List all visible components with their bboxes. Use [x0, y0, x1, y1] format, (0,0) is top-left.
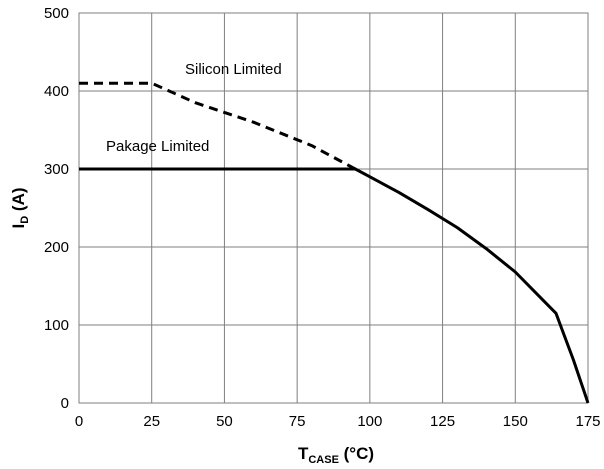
x-axis-title-main: T: [298, 444, 309, 463]
plot-border: [78, 12, 589, 404]
silicon-limit-line: [79, 81, 357, 171]
y-tick-label: 100: [44, 317, 69, 334]
x-tick-label: 175: [575, 413, 600, 430]
x-tick-label: 75: [289, 413, 306, 430]
x-tick-label: 50: [216, 413, 233, 430]
annotation-silicon-limited: Silicon Limited: [185, 61, 282, 78]
y-tick-label: 200: [44, 239, 69, 256]
x-tick-labels: 0 25 50 75 100 125 150 175: [75, 413, 601, 430]
x-tick-label: 0: [75, 413, 83, 430]
package-limit-line: [79, 167, 590, 404]
y-axis-title-unit: (A): [9, 187, 28, 215]
y-tick-label: 0: [61, 395, 69, 412]
y-axis-title-main: I: [9, 224, 28, 229]
x-tick-label: 100: [357, 413, 382, 430]
y-axis-title: ID (A): [9, 187, 31, 228]
x-axis-title-unit: (°C): [339, 444, 374, 463]
plot-area: [79, 13, 588, 403]
x-tick-label: 150: [503, 413, 528, 430]
x-tick-label: 25: [143, 413, 160, 430]
x-tick-label: 125: [430, 413, 455, 430]
x-axis-title-subscript: CASE: [308, 454, 339, 466]
y-tick-label: 300: [44, 161, 69, 178]
annotation-package-limited: Pakage Limited: [106, 138, 209, 155]
y-tick-label: 400: [44, 83, 69, 100]
y-tick-label: 500: [44, 5, 69, 22]
y-tick-labels: 0 100 200 300 400 500: [44, 5, 69, 412]
series-group: [79, 81, 590, 404]
x-axis-title: TCASE (°C): [298, 444, 374, 466]
y-axis-title-subscript: D: [19, 216, 31, 224]
